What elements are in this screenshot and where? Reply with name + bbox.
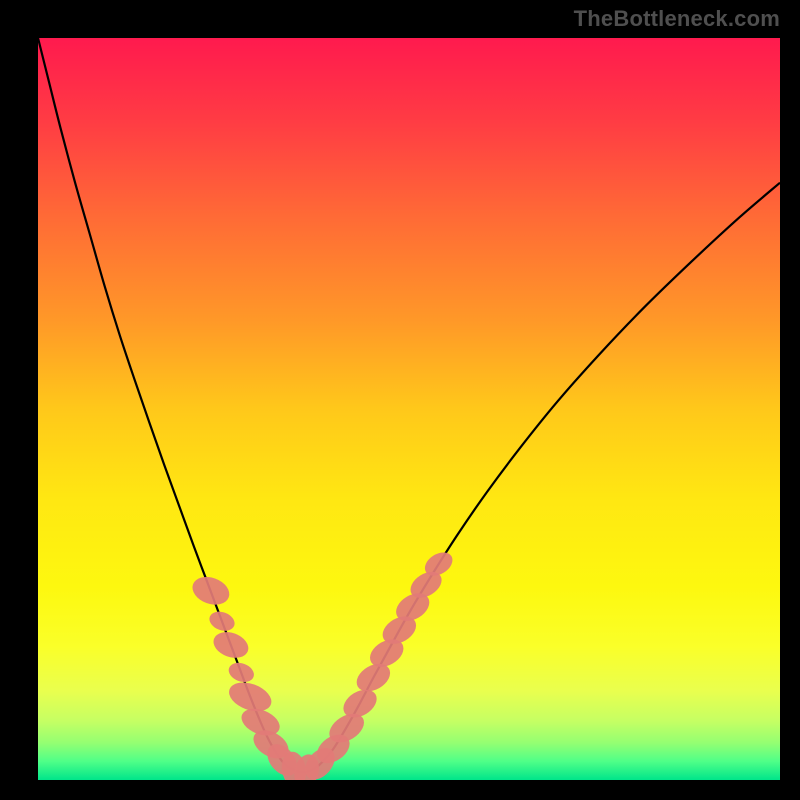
bottleneck-curve <box>38 38 780 772</box>
chart-container: TheBottleneck.com <box>0 0 800 800</box>
curve-marker <box>189 572 234 609</box>
curve-marker <box>210 628 252 663</box>
curve-marker <box>207 608 238 634</box>
bottleneck-curve-chart <box>0 0 800 800</box>
curve-markers <box>189 548 457 791</box>
curve-marker <box>226 660 257 686</box>
